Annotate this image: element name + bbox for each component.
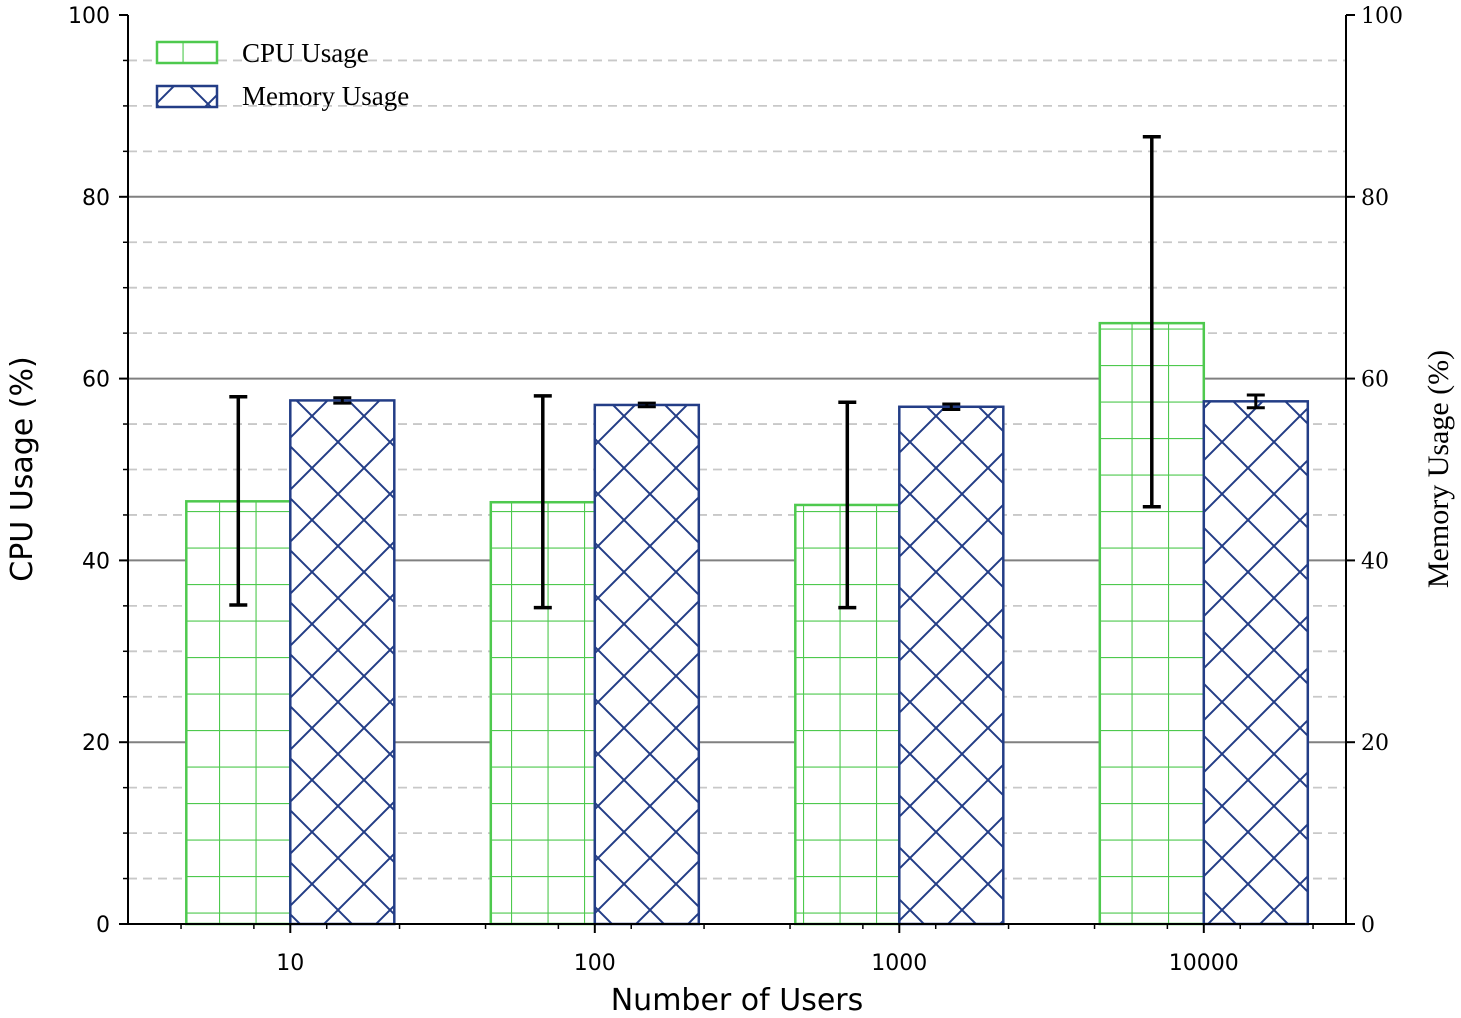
bar-memory-100 [593,403,701,926]
y-tick-label-0: 0 [96,913,110,938]
legend-label-memory: Memory Usage [242,81,409,111]
y2-tick-label-100: 100 [1361,4,1403,29]
bar-memory-10000 [1202,400,1310,926]
error-bars [229,135,1265,610]
y2-axis-title: Memory Usage (%) [1422,350,1455,588]
y-tick-label-60: 60 [82,368,110,393]
legend: CPU Usage Memory Usage [155,38,409,111]
y-axis-title: CPU Usage (%) [5,356,40,581]
x-tick-label-1000: 1000 [871,951,927,976]
y2-tick-label-60: 60 [1361,368,1389,393]
legend-label-cpu: CPU Usage [242,38,369,68]
y2-tick-label-20: 20 [1361,731,1389,756]
y-tick-label-100: 100 [68,4,110,29]
y2-tick-label-80: 80 [1361,186,1389,211]
x-axis-title: Number of Users [611,983,864,1018]
y-tick-label-40: 40 [82,549,110,574]
x-tick-label-100: 100 [574,951,616,976]
legend-swatch-cpu [155,40,219,65]
y-tick-label-20: 20 [82,731,110,756]
legend-swatch-memory [155,84,219,109]
y2-tick-label-40: 40 [1361,549,1389,574]
axes [119,14,1355,933]
y2-tick-label-0: 0 [1361,913,1375,938]
bar-memory-1000 [898,405,1005,926]
x-tick-label-10000: 10000 [1169,951,1239,976]
y-tick-label-80: 80 [82,186,110,211]
x-tick-label-10: 10 [276,951,304,976]
bar-memory-10 [289,399,396,926]
